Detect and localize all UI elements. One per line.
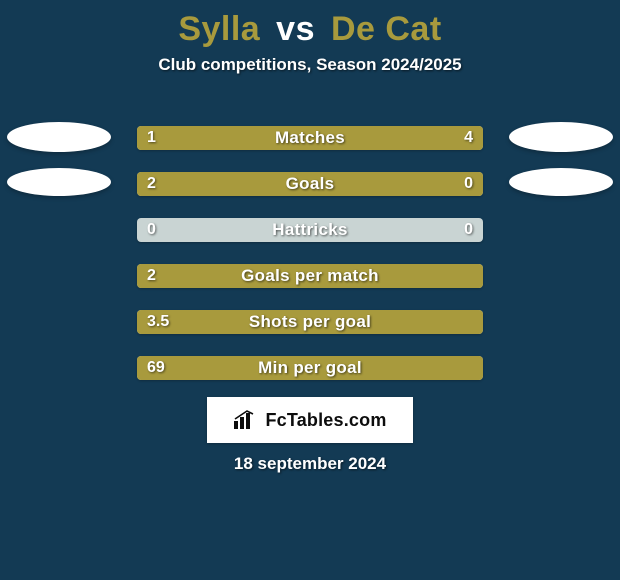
brand-logo: FcTables.com [207, 397, 413, 443]
stat-row: 00Hattricks [137, 218, 483, 242]
stat-label: Matches [137, 126, 483, 150]
stat-row: 14Matches [137, 126, 483, 150]
chart-icon [233, 410, 259, 430]
stat-label: Goals per match [137, 264, 483, 288]
right-avatar-column [506, 122, 616, 196]
stats-bars: 14Matches 20Goals 00Hattricks 2Goals per ma… [137, 126, 483, 380]
stat-label: Shots per goal [137, 310, 483, 334]
stat-row: 3.5Shots per goal [137, 310, 483, 334]
title-vs: vs [276, 10, 315, 48]
player1-team-badge [7, 168, 111, 196]
player2-name: De Cat [331, 10, 442, 48]
stat-label: Hattricks [137, 218, 483, 242]
stat-label: Min per goal [137, 356, 483, 380]
stat-label: Goals [137, 172, 483, 196]
player2-team-badge [509, 168, 613, 196]
stat-row: 20Goals [137, 172, 483, 196]
snapshot-date: 18 september 2024 [0, 454, 620, 474]
player2-avatar [509, 122, 613, 152]
left-avatar-column [4, 122, 114, 196]
page-title: Sylla vs De Cat [0, 0, 620, 49]
brand-logo-text: FcTables.com [265, 410, 386, 431]
stat-row: 69Min per goal [137, 356, 483, 380]
stat-row: 2Goals per match [137, 264, 483, 288]
comparison-card: Sylla vs De Cat Club competitions, Seaso… [0, 0, 620, 580]
player1-name: Sylla [178, 10, 260, 48]
subtitle: Club competitions, Season 2024/2025 [0, 55, 620, 75]
player1-avatar [7, 122, 111, 152]
